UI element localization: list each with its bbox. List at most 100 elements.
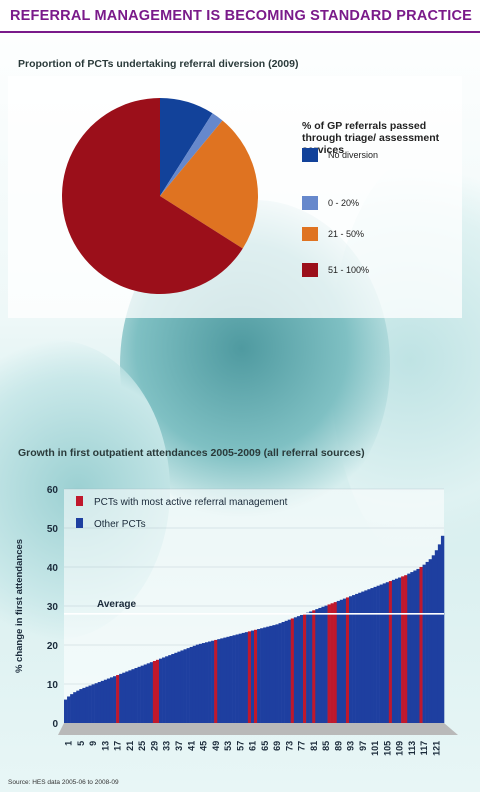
bar-highlight — [214, 639, 218, 723]
bar-highlight — [333, 602, 338, 723]
bar — [201, 643, 206, 723]
bar — [309, 611, 313, 723]
bar — [229, 636, 233, 723]
bar — [241, 632, 246, 723]
legend-label: 21 - 50% — [328, 229, 365, 239]
x-tick-label: 29 — [149, 741, 159, 751]
bar-highlight — [345, 597, 350, 723]
x-tick-label: 113 — [407, 741, 417, 756]
bar-highlight — [327, 604, 331, 723]
x-tick-label: 81 — [309, 741, 319, 751]
average-label: Average — [97, 599, 137, 610]
x-tick-label: 17 — [113, 741, 123, 751]
bar — [260, 628, 264, 723]
bar — [318, 607, 322, 723]
y-tick-label: 30 — [47, 602, 59, 613]
bar — [70, 694, 74, 723]
bar-highlight — [419, 567, 423, 723]
bar — [250, 630, 255, 723]
pie-slice — [160, 98, 213, 196]
bar — [82, 687, 86, 723]
bar — [85, 686, 89, 723]
legend-label: 51 - 100% — [328, 265, 370, 275]
bar — [113, 676, 117, 723]
bar — [422, 564, 426, 723]
bar-chart-title: Growth in first outpatient attendances 2… — [18, 447, 365, 459]
bar — [413, 570, 417, 723]
x-tick-label: 85 — [321, 741, 331, 751]
y-tick-label: 10 — [47, 680, 59, 691]
legend-swatch — [302, 263, 318, 277]
chart-floor — [58, 723, 458, 735]
bar — [189, 646, 194, 723]
y-tick-label: 60 — [47, 485, 59, 496]
header: REFERRAL MANAGEMENT IS BECOMING STANDARD… — [0, 0, 480, 32]
bar — [281, 621, 285, 723]
y-tick-label: 0 — [52, 719, 58, 730]
x-tick-label: 9 — [88, 741, 98, 746]
x-tick-label: 89 — [333, 741, 343, 751]
bar — [296, 616, 301, 723]
bar — [122, 672, 126, 723]
bar — [269, 625, 273, 723]
bar — [76, 690, 80, 723]
bar — [64, 699, 68, 723]
bar-highlight — [330, 603, 334, 723]
bar — [361, 591, 365, 723]
x-tick-label: 93 — [346, 741, 356, 751]
bar — [391, 579, 396, 723]
bar — [352, 595, 356, 723]
bar — [109, 677, 114, 723]
pie-chart — [62, 98, 258, 294]
legend-swatch — [302, 148, 318, 162]
x-tick-label: 41 — [186, 741, 196, 751]
bar — [94, 683, 99, 723]
bar — [73, 692, 77, 723]
bar — [425, 561, 429, 723]
bar — [336, 600, 341, 723]
y-tick-label: 40 — [47, 563, 59, 574]
bar-legend-label: Other PCTs — [94, 519, 146, 530]
bar — [342, 598, 347, 723]
bar — [385, 582, 390, 723]
bar — [97, 682, 102, 723]
bar — [217, 639, 221, 723]
bar — [358, 592, 362, 723]
x-tick-label: 73 — [284, 741, 294, 751]
bar — [284, 620, 289, 723]
bar — [174, 652, 178, 723]
bar — [238, 633, 243, 723]
bar — [198, 643, 203, 723]
bar-highlight — [290, 618, 295, 723]
bar — [186, 648, 190, 723]
pie-slice — [62, 98, 243, 294]
bar — [143, 664, 148, 723]
bar-highlight — [404, 575, 408, 723]
bar — [275, 624, 279, 723]
y-tick-label: 20 — [47, 641, 59, 652]
bar — [431, 555, 436, 723]
bar — [382, 583, 387, 723]
x-tick-label: 13 — [100, 741, 110, 751]
bar — [204, 642, 209, 723]
bar — [88, 685, 92, 723]
bar — [394, 578, 399, 723]
x-tick-label: 21 — [125, 741, 135, 751]
bar — [159, 658, 163, 723]
bar-legend-swatch — [76, 496, 83, 506]
bar — [149, 662, 154, 723]
bar — [428, 559, 433, 723]
x-tick-label: 25 — [137, 741, 147, 751]
x-tick-label: 53 — [223, 741, 233, 751]
x-tick-label: 45 — [199, 741, 209, 751]
bar — [416, 568, 420, 723]
legend-label: 0 - 20% — [328, 198, 360, 208]
bar — [67, 696, 71, 723]
bar — [79, 689, 83, 723]
x-tick-label: 105 — [382, 741, 392, 756]
y-axis-label: % change in first attendances — [14, 539, 25, 673]
bar-highlight — [401, 576, 405, 723]
bar — [315, 609, 319, 723]
bar — [220, 638, 224, 723]
bar — [299, 614, 304, 723]
